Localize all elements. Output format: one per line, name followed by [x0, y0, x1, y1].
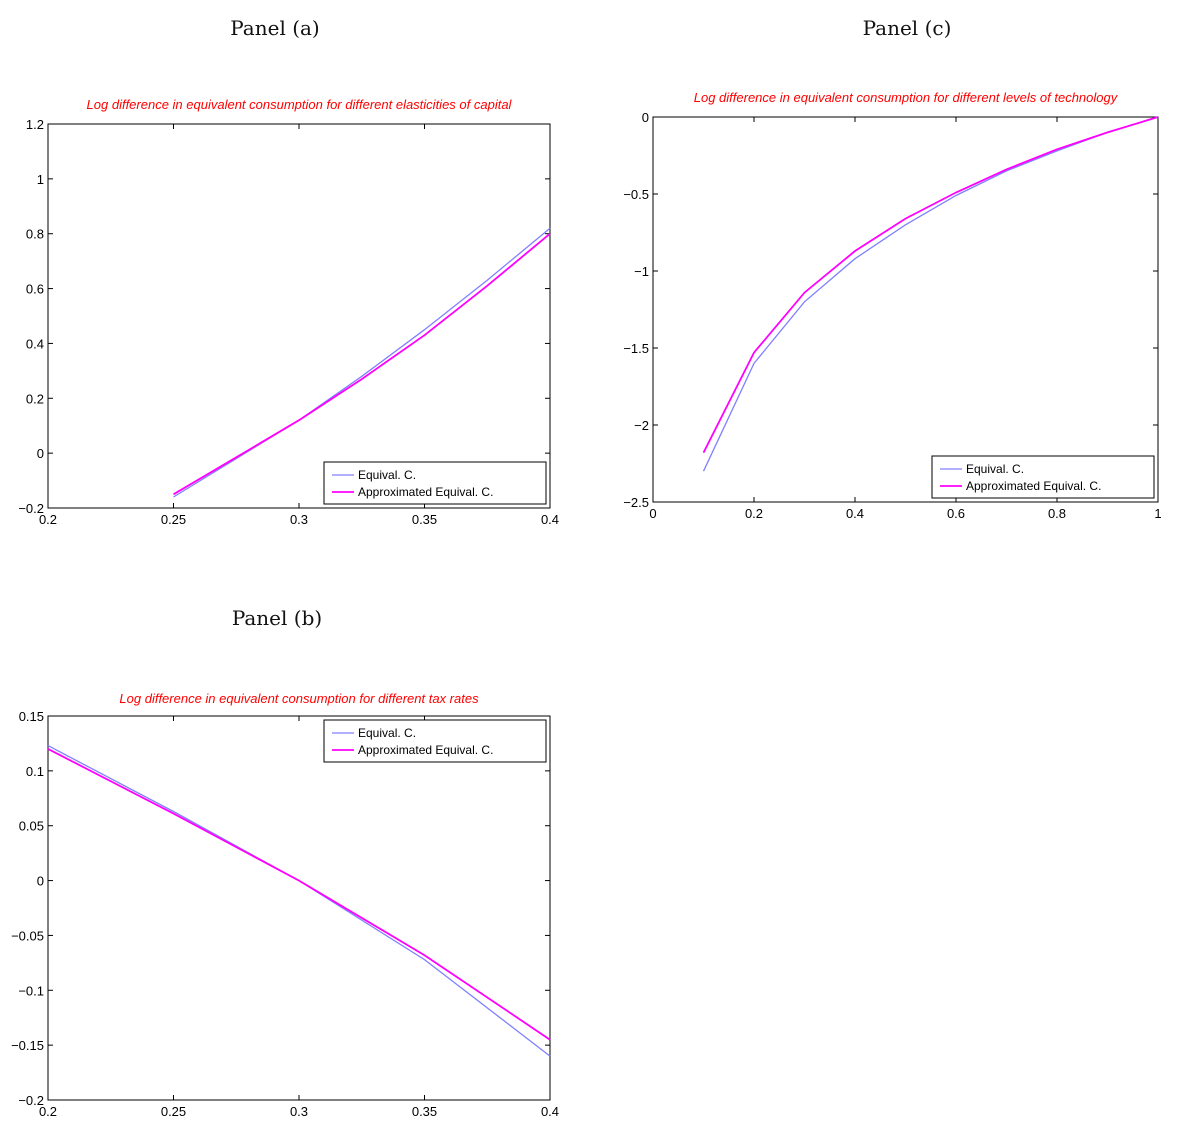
chart-c-xtick-label: 0 — [649, 506, 656, 521]
chart-a-xtick-label: 0.35 — [412, 512, 437, 527]
chart-b-series-equival-line — [47, 745, 551, 1057]
chart-b-xtick-label: 0.3 — [290, 1104, 308, 1119]
chart-b-ytick-label: −0.2 — [18, 1093, 44, 1108]
chart-b-xtick-label: 0.4 — [541, 1104, 559, 1119]
chart-c-legend-label: Approximated Equival. C. — [966, 479, 1101, 493]
chart-b-ytick-label: 0 — [37, 874, 44, 889]
chart-c-legend-label: Equival. C. — [966, 462, 1024, 476]
chart-panel-a: Log difference in equivalent consumption… — [18, 97, 559, 527]
chart-c-ytick-label: −1.5 — [623, 341, 649, 356]
chart-b-title: Log difference in equivalent consumption… — [119, 691, 479, 706]
chart-b-xtick-label: 0.35 — [412, 1104, 437, 1119]
chart-c-xtick-label: 0.2 — [745, 506, 763, 521]
chart-a-ytick-label: 0 — [37, 446, 44, 461]
chart-b-ytick-label: −0.1 — [18, 983, 44, 998]
chart-b-series-approx-line — [47, 748, 551, 1041]
chart-c-title: Log difference in equivalent consumption… — [694, 90, 1119, 105]
chart-a-title: Log difference in equivalent consumption… — [87, 97, 513, 112]
chart-a-ytick-label: 0.2 — [26, 391, 44, 406]
chart-c-xtick-label: 0.8 — [1048, 506, 1066, 521]
chart-a-ytick-label: 0.8 — [26, 227, 44, 242]
chart-a-series-approx-line — [173, 233, 551, 496]
chart-a-legend-box — [323, 461, 547, 505]
chart-c-ytick-label: −2.5 — [623, 495, 649, 510]
chart-c-ytick-label: −0.5 — [623, 187, 649, 202]
chart-a-ytick-label: 1 — [37, 172, 44, 187]
chart-c-series-equival-line — [702, 116, 1159, 472]
chart-b-legend-label: Equival. C. — [358, 726, 416, 740]
chart-b-legend-label: Approximated Equival. C. — [358, 743, 493, 757]
chart-a-xtick-label: 0.3 — [290, 512, 308, 527]
chart-a-ytick-label: −0.2 — [18, 501, 44, 516]
chart-b-legend-box — [323, 719, 547, 763]
chart-panel-c: Log difference in equivalent consumption… — [623, 90, 1161, 521]
chart-b-xtick-label: 0.25 — [161, 1104, 186, 1119]
chart-c-ytick-label: −1 — [634, 264, 649, 279]
chart-b-xtick-label: 0.2 — [39, 1104, 57, 1119]
chart-c-series-approx-line — [702, 116, 1159, 454]
chart-a-xtick-label: 0.2 — [39, 512, 57, 527]
chart-a-xtick-label: 0.4 — [541, 512, 559, 527]
chart-a-xtick-label: 0.25 — [161, 512, 186, 527]
chart-a-axes-frame — [47, 123, 551, 509]
chart-b-ytick-label: 0.15 — [19, 709, 44, 724]
panel-c-label: Panel (c) — [862, 16, 952, 40]
chart-b-ytick-label: −0.15 — [11, 1038, 44, 1053]
chart-c-ytick-label: 0 — [642, 110, 649, 125]
chart-b-ytick-label: −0.05 — [11, 928, 44, 943]
chart-panel-b: Log difference in equivalent consumption… — [11, 691, 559, 1119]
chart-a-legend-label: Equival. C. — [358, 468, 416, 482]
panel-a-label: Panel (a) — [230, 16, 320, 40]
chart-a-ytick-label: 0.6 — [26, 282, 44, 297]
chart-b-axes-frame — [47, 715, 551, 1101]
chart-c-axes-frame — [652, 116, 1159, 503]
chart-c-legend-box — [931, 455, 1155, 499]
panel-b-label: Panel (b) — [231, 606, 323, 630]
chart-c-ytick-label: −2 — [634, 418, 649, 433]
chart-c-xtick-label: 1 — [1154, 506, 1161, 521]
chart-c-xtick-label: 0.4 — [846, 506, 864, 521]
chart-a-legend-label: Approximated Equival. C. — [358, 485, 493, 499]
chart-b-ytick-label: 0.05 — [19, 819, 44, 834]
chart-a-series-equival-line — [173, 227, 551, 498]
chart-a-ytick-label: 0.4 — [26, 336, 44, 351]
chart-c-xtick-label: 0.6 — [947, 506, 965, 521]
chart-b-ytick-label: 0.1 — [26, 764, 44, 779]
chart-a-ytick-label: 1.2 — [26, 117, 44, 132]
